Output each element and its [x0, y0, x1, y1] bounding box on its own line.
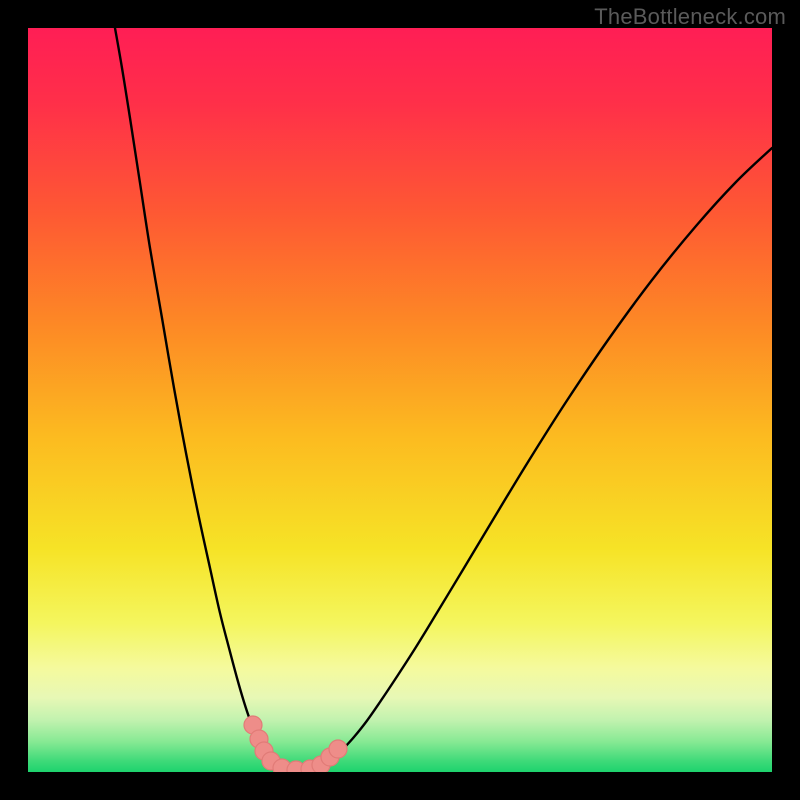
optimum-markers	[28, 28, 772, 772]
marker-group	[244, 716, 347, 772]
chart-frame: TheBottleneck.com	[0, 0, 800, 800]
plot-area	[28, 28, 772, 772]
marker-dot	[329, 740, 347, 758]
watermark-text: TheBottleneck.com	[594, 4, 786, 30]
